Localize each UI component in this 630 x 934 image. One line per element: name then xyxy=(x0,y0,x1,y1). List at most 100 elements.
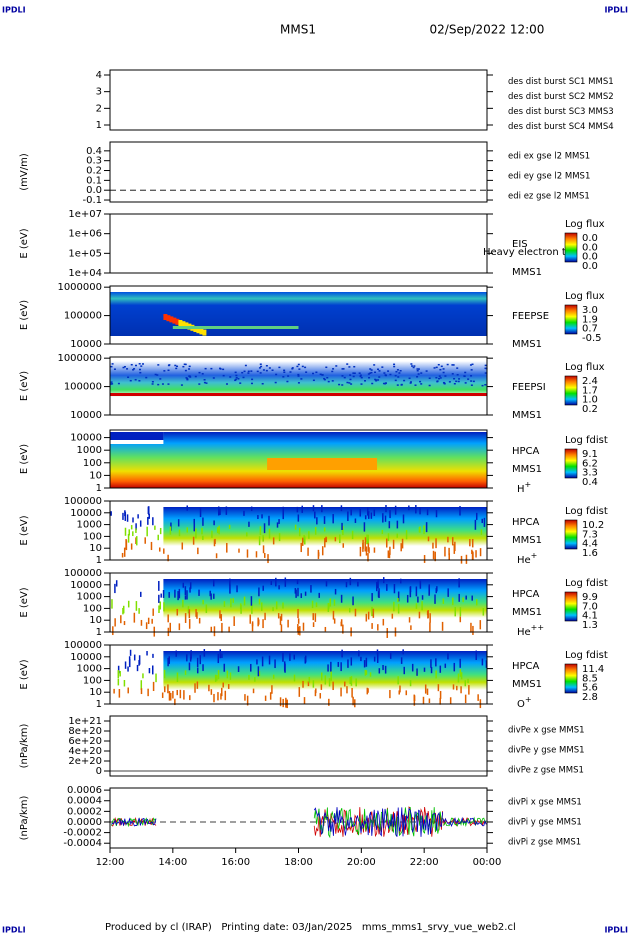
legend-entry: edi ex gse l2 MMS1 xyxy=(508,152,590,162)
spectrogram-fill xyxy=(259,526,262,536)
spectrogram-fill xyxy=(110,381,113,383)
spectrogram-fill xyxy=(327,603,330,609)
spectrogram-fill xyxy=(169,526,172,535)
spectrogram-fill xyxy=(341,375,344,377)
spectrogram-fill xyxy=(202,599,204,605)
spectrogram-fill xyxy=(272,537,275,545)
spectrogram-fill xyxy=(416,668,418,676)
spectrogram-fill xyxy=(360,383,363,385)
spectrogram-fill xyxy=(261,602,263,611)
spectrogram-fill xyxy=(459,658,461,668)
spectrogram-fill xyxy=(368,376,371,379)
colorbar-label: 6.2 xyxy=(582,458,598,469)
spectrogram-fill xyxy=(323,377,326,380)
spectrogram-fill xyxy=(369,672,372,677)
spectrogram-fill xyxy=(389,510,391,519)
spectrogram-fill xyxy=(167,383,170,385)
spectrogram-fill xyxy=(354,699,356,708)
spectrogram-fill xyxy=(250,663,252,672)
spectrogram-fill xyxy=(301,505,303,513)
spectrogram-fill xyxy=(117,382,120,385)
spectrogram-fill xyxy=(475,550,477,558)
spectrogram-fill xyxy=(426,509,429,516)
spectrogram-fill xyxy=(254,677,256,682)
spectrogram-fill xyxy=(383,372,386,374)
spectrogram-fill xyxy=(432,542,434,549)
spectrogram-fill xyxy=(439,377,442,379)
y-tick-label: 100000 xyxy=(64,640,102,651)
spectrogram-fill xyxy=(179,689,182,699)
spectrogram-fill xyxy=(135,523,137,531)
spectrogram-fill xyxy=(122,607,124,615)
spectrogram-fill xyxy=(275,601,278,610)
spectrogram-fill xyxy=(164,686,166,693)
y-tick-label: 1000 xyxy=(77,664,102,675)
spectrogram-fill xyxy=(212,377,215,379)
spectrogram-fill xyxy=(444,546,446,557)
spectrogram-fill xyxy=(397,603,400,614)
spectrogram-fill xyxy=(436,380,439,383)
spectrogram-fill xyxy=(458,578,460,588)
y-axis-label: (mV/m) xyxy=(19,153,30,191)
spectrogram-fill xyxy=(148,667,151,674)
spectrogram-fill xyxy=(312,622,315,628)
legend-entry: divPe z gse MMS1 xyxy=(508,766,584,776)
colorbar-label: 9.9 xyxy=(582,592,598,603)
spectrogram-fill xyxy=(124,527,127,536)
spectrogram-fill xyxy=(475,512,478,520)
spectrogram-fill xyxy=(479,620,482,630)
spectrogram-fill xyxy=(220,693,222,700)
spectrogram-fill xyxy=(252,688,255,694)
spectrogram-fill xyxy=(127,600,130,608)
spectrogram-fill xyxy=(198,617,201,624)
spectrogram-fill xyxy=(382,577,385,584)
spectrogram-fill xyxy=(301,537,304,546)
spectrogram-fill xyxy=(416,369,419,372)
species: H+ xyxy=(517,480,531,496)
spectrogram-fill xyxy=(465,554,468,564)
colorbar xyxy=(564,519,578,550)
spectrogram-fill xyxy=(211,530,213,538)
spectrogram-fill xyxy=(175,318,180,325)
spectrogram-fill xyxy=(127,687,129,694)
spectrogram-fill xyxy=(300,378,303,380)
spectrogram-fill xyxy=(248,521,250,527)
legend-entry: edi ez gse l2 MMS1 xyxy=(508,192,590,202)
spectrogram-fill xyxy=(210,593,212,600)
spectrogram-fill xyxy=(111,363,114,365)
spectrogram-fill xyxy=(279,697,282,707)
spectrogram-fill xyxy=(249,614,251,624)
spectrogram-fill xyxy=(121,552,124,558)
spectrogram-fill xyxy=(369,368,372,370)
legend-entry: divPi z gse MMS1 xyxy=(508,838,581,848)
spectrogram-fill xyxy=(460,672,463,680)
colorbar-label: -0.5 xyxy=(582,333,602,344)
spectrogram-fill xyxy=(384,665,387,674)
spectrogram-fill xyxy=(409,591,412,598)
colorbar-label: 9.1 xyxy=(582,449,598,460)
spectrogram-fill xyxy=(113,368,116,370)
panel-frame xyxy=(109,787,488,849)
spectrogram-fill xyxy=(270,580,273,585)
spectrogram-fill xyxy=(117,665,120,674)
spectrogram-fill xyxy=(297,382,300,384)
spectrogram-fill xyxy=(384,374,387,376)
spectrogram-fill xyxy=(221,622,223,633)
spectrogram-fill xyxy=(284,577,287,587)
spectrogram-fill xyxy=(222,368,225,371)
spectrogram-fill xyxy=(268,515,270,526)
spectrogram-fill xyxy=(196,657,199,667)
legend-entry: divPe x gse MMS1 xyxy=(508,726,585,736)
spectrogram-fill xyxy=(203,379,206,381)
y-axis-label: E (eV) xyxy=(19,228,30,258)
colorbar-label: 2.4 xyxy=(582,376,598,387)
panel-label: MMS1 xyxy=(512,535,542,546)
spectrogram-fill xyxy=(442,598,445,604)
spectrogram-fill xyxy=(193,523,196,532)
spectrogram-fill xyxy=(470,384,473,386)
spectrogram-fill xyxy=(257,619,260,625)
spectrogram-fill xyxy=(428,384,431,387)
spectrogram-fill xyxy=(430,659,432,668)
spectrogram-fill xyxy=(287,619,289,628)
spectrogram-fill xyxy=(442,371,445,374)
